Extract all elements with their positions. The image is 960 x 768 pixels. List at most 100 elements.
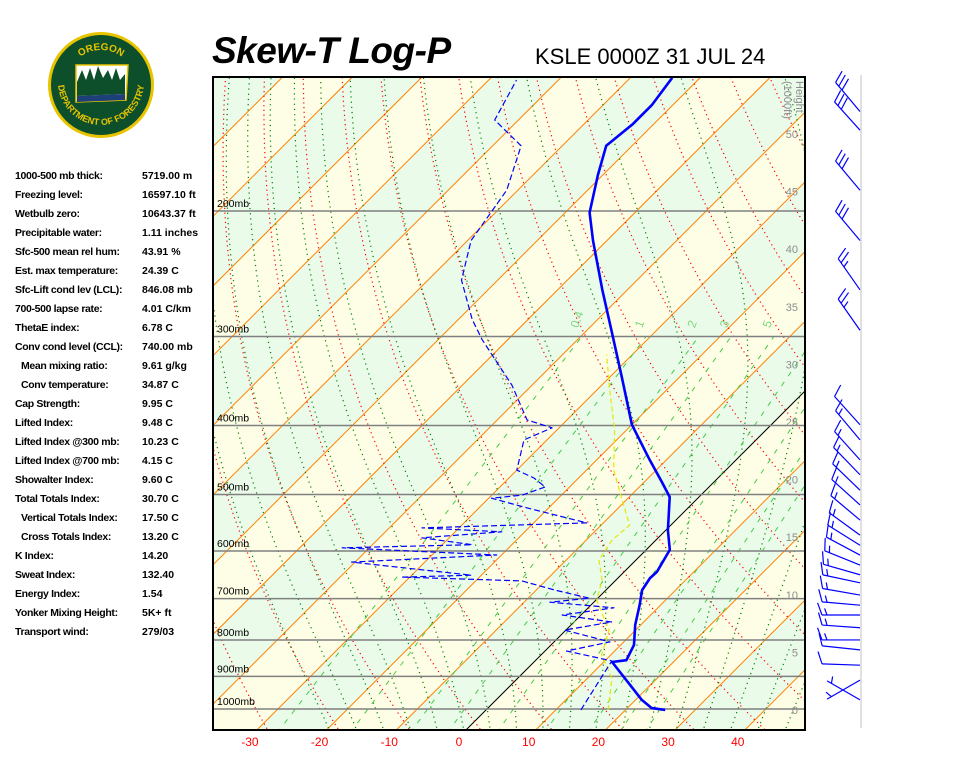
wind-barb-feather [835,149,843,162]
wind-barb-staff [822,574,861,584]
dry-adiabat [574,77,805,504]
wind-barb-feather [816,602,823,616]
stat-value: 34.87 C [142,379,179,391]
temperature-tick-label: -30 [241,735,259,749]
wind-barb-half-feather [825,582,829,590]
mixing-ratio-line [498,336,775,730]
station-time-label: KSLE 0000Z 31 JUL 24 [535,44,766,69]
wind-barb-feather [838,153,846,166]
stat-value: 5K+ ft [142,607,172,619]
stat-value: 6.78 C [142,322,173,334]
wind-barb-staff [822,645,861,651]
wind-barb-feather [835,399,843,412]
wind-barb-feather [831,467,838,480]
height-tick-label: 0 [792,705,798,717]
stat-label: Total Totals Index: [15,493,100,505]
wind-barb-feather [835,70,843,83]
wet-bulb-trace [596,354,631,710]
stat-value: 9.48 C [142,417,173,429]
wind-barb-staff [826,679,861,700]
stat-label: Lifted Index @700 mb: [15,455,120,467]
wind-barb-half-feather [824,633,828,641]
stat-row: Mean mixing ratio: 9.61 g/kg [15,357,215,376]
wind-barb [835,149,861,191]
wind-barb-feather [840,251,850,264]
isotherm [213,77,562,427]
pressure-label: 200mb [217,198,249,210]
wind-barb [818,589,861,606]
wind-barb-feather [841,207,850,220]
stat-value: 30.70 C [142,493,179,505]
height-tick-label: 10 [786,590,798,602]
height-tick-label: 20 [786,475,798,487]
dry-adiabat [419,77,767,730]
isotherm [213,77,493,357]
stat-row: Showalter Index: 9.60 C [15,471,215,490]
isotherm [815,77,960,730]
wind-barb [827,512,861,546]
wind-barb [819,575,861,596]
wind-barb-half-feather [825,691,832,698]
stat-row: Vertical Totals Index: 17.50 C [15,509,215,528]
wind-barb-feather [833,435,840,448]
wind-barb-feather [830,483,836,496]
pressure-label: 1000mb [217,696,255,708]
stat-row: Total Totals Index: 30.70 C [15,490,215,509]
wind-barb-half-feather [843,260,849,268]
temperature-tick-label: -20 [311,735,329,749]
stat-value: 132.40 [142,569,175,581]
height-tick-label: 45 [786,187,798,199]
wind-barb-feather [840,292,850,304]
wind-barb [821,551,861,576]
wind-barb-feather [837,288,847,300]
stat-value: 279/03 [142,626,175,638]
stat-value: 13.20 C [142,531,179,543]
stat-label: Cap Strength: [15,398,80,410]
stat-label: Freezing level: [15,189,83,201]
wind-barb-feather [837,247,847,260]
wind-barb-staff [834,396,861,426]
wind-barb-staff [826,536,861,556]
isotherm [326,250,805,730]
wind-barb [825,679,861,700]
wind-barb-staff [837,298,861,331]
stat-label: Precipitable water: [15,227,102,239]
stat-row: 1000-500 mb thick: 5719.00 m [15,167,215,186]
wind-barb [831,467,861,506]
mixing-ratio-label: 2 [684,318,700,329]
stat-value: 9.95 C [142,398,173,410]
stat-row: ThetaE index: 6.78 C [15,319,215,338]
stat-label: Wetbulb zero: [15,208,80,220]
stat-label: Mean mixing ratio: [21,360,108,372]
wind-barb-staff [835,82,861,112]
mixing-ratio-line [351,336,647,730]
stat-row: Energy Index: 1.54 [15,585,215,604]
dry-adiabat [912,53,960,733]
isotherm [213,77,353,218]
stat-value: 14.20 [142,550,169,562]
stat-label: Energy Index: [15,588,80,600]
svg-text:OREGON: OREGON [76,42,126,59]
wind-barb-staff [822,624,861,629]
mixing-ratio-label: 1 [632,318,648,329]
stat-value: 43.91 % [142,246,181,258]
wind-barb-half-feather [836,444,841,452]
wind-barb-half-feather [843,301,849,308]
wind-barb-staff [832,463,861,491]
stat-row: Sfc-Lift cond lev (LCL): 846.08 mb [15,281,215,300]
wind-barb-feather [817,612,823,626]
oregon-department-of-forestry-logo: OREGON DEPARTMENT OF FORESTRY [48,32,154,138]
isotherm [605,529,805,730]
height-tick-label: 25 [786,417,798,429]
stat-label: Conv cond level (CCL): [15,341,123,353]
stat-value: 4.15 C [142,455,173,467]
temperature-tick-label: 10 [522,735,536,749]
stability-indices-panel: 1000-500 mb thick: 5719.00 m Freezing leve… [15,167,215,642]
isotherm [256,181,805,730]
wind-barb-feather [819,575,824,589]
temperature-tick-label: -10 [381,735,399,749]
stat-row: K Index: 14.20 [15,547,215,566]
wind-barb-half-feather [834,476,839,484]
wind-barb-half-feather [824,595,828,603]
stat-value: 10.23 C [142,436,179,448]
